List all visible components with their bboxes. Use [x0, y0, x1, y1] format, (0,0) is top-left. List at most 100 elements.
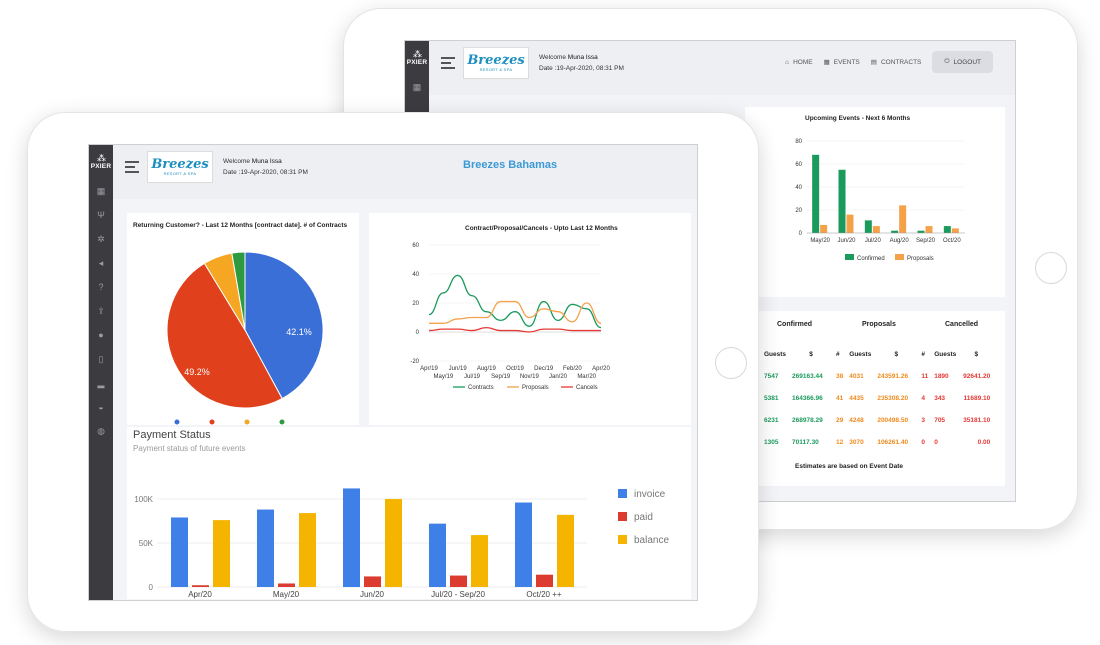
brand-icon: ⁂	[97, 153, 106, 163]
power-icon: ⏻	[944, 58, 950, 65]
nav-home[interactable]: ⌂ HOME	[785, 58, 813, 66]
user-name: Muna Issa	[251, 158, 282, 165]
calendar-icon[interactable]: ▦	[96, 185, 106, 196]
user-icon[interactable]: ●	[98, 330, 104, 340]
upload-icon[interactable]: ⇪	[97, 305, 105, 316]
signal-icon[interactable]: ▂	[97, 377, 105, 388]
x-tick-label: May/19	[433, 374, 453, 380]
y-tick-label: 0	[149, 583, 154, 592]
bar	[899, 205, 907, 233]
x-tick-label: Apr/19	[420, 366, 438, 372]
bar	[872, 226, 880, 233]
x-tick-label: Feb/20	[563, 366, 582, 372]
logo-text: Breezes	[467, 53, 525, 68]
bar	[917, 230, 925, 233]
nav-events[interactable]: ▦ EVENTS	[823, 58, 860, 67]
hamburger-menu-icon[interactable]	[125, 161, 139, 176]
hamburger-menu-icon[interactable]	[441, 57, 455, 72]
x-tick-label: Aug/19	[477, 366, 497, 372]
payment-title: Payment Status	[133, 429, 211, 441]
x-tick-label: Aug/20	[890, 238, 910, 244]
bar	[812, 154, 820, 233]
bar	[343, 488, 360, 587]
logo-text: Breezes	[151, 157, 209, 172]
y-tick-label: 20	[795, 208, 802, 214]
table-row[interactable]: 5381 164366.96 41 4435 235308.20 4 343 1…	[764, 394, 991, 402]
front-tablet-home-button[interactable]	[715, 347, 747, 379]
megaphone-icon[interactable]: ◂	[98, 257, 104, 268]
payment-subtitle: Payment status of future events	[133, 444, 246, 453]
x-tick-label: Jul/20 - Sep/20	[431, 590, 485, 599]
bar	[925, 226, 933, 233]
y-tick-label: -20	[410, 359, 419, 365]
y-tick-label: 40	[412, 272, 419, 278]
x-tick-label: Mar/20	[577, 374, 596, 380]
legend-label: paid	[634, 512, 653, 523]
legend-swatch	[618, 535, 627, 544]
brand-name: PXIER	[90, 163, 112, 170]
logout-button[interactable]: ⏻ LOGOUT	[932, 51, 993, 73]
bar	[864, 220, 872, 233]
legend-swatch	[618, 512, 627, 521]
table-row[interactable]: 1305 70117.30 12 3070 106261.40 0 0 0.00	[764, 438, 991, 446]
calendar-icon[interactable]: ▦	[412, 81, 422, 92]
legend-label: balance	[634, 535, 669, 546]
bar	[846, 214, 854, 233]
y-tick-label: 40	[795, 185, 802, 191]
x-tick-label: Sep/20	[916, 238, 936, 244]
group-header-confirmed: Confirmed	[777, 321, 812, 328]
legend-label: Contracts	[468, 385, 494, 391]
pie-slice	[244, 251, 324, 400]
legend-dot	[279, 419, 285, 425]
bar	[171, 517, 188, 587]
dashboard-icon[interactable]: ◒	[98, 402, 104, 412]
welcome-prefix: Welcome	[539, 54, 566, 61]
legend-dot	[244, 419, 250, 425]
globe-icon[interactable]: ◍	[97, 425, 105, 436]
brand-logo[interactable]: ⁂ PXIER	[405, 41, 429, 75]
x-tick-label: Jul/20	[865, 238, 882, 244]
upcoming-events-panel: Upcoming Events - Next 6 Months 0 20 40 60 8…	[745, 107, 1005, 297]
legend-label: Proposals	[522, 385, 549, 391]
welcome-block: Welcome Muna Issa Date :19-Apr-2020, 08:…	[223, 156, 308, 178]
payment-status-chart: 0 50K 100K Apr/20 May/20 Jun/20 Jul/20 - Sep/2…	[134, 488, 669, 599]
home-icon: ⌂	[785, 58, 790, 66]
x-tick-label: Apr/20	[188, 590, 212, 599]
y-tick-label: 100K	[134, 495, 153, 504]
bar	[364, 576, 381, 587]
bar	[213, 520, 230, 587]
help-icon[interactable]: ?	[98, 282, 104, 292]
legend-label: invoice	[634, 489, 666, 500]
bar	[951, 228, 959, 233]
brand-logo[interactable]: ⁂ PXIER	[89, 145, 113, 179]
file-icon[interactable]: ▯	[98, 353, 104, 364]
legend-label: Cancels	[576, 385, 598, 391]
x-tick-label: Nov/19	[520, 374, 540, 380]
x-tick-label: Oct/19	[506, 366, 524, 372]
breezes-logo: Breezes RESORT & SPA	[463, 47, 529, 79]
cutlery-icon[interactable]: Ψ	[97, 210, 105, 220]
pie-label-42: 42.1%	[286, 327, 312, 337]
returning-customer-panel: Returning Customer? - Last 12 Months [co…	[127, 213, 359, 425]
legend-swatch	[895, 254, 904, 260]
table-row[interactable]: 7547 269163.44 38 4031 243591.26 11 1890…	[764, 372, 991, 380]
series-line	[428, 326, 601, 333]
logo-sub: RESORT & SPA	[163, 171, 197, 176]
document-icon: ▤	[870, 59, 877, 66]
back-topbar: Breezes RESORT & SPA Welcome Muna Issa D…	[429, 41, 1015, 95]
group-header-cancelled: Cancelled	[945, 321, 979, 328]
bar	[943, 226, 951, 233]
cogs-icon[interactable]: ✲	[97, 233, 105, 244]
back-tablet-home-button[interactable]	[1035, 252, 1067, 284]
pie-chart-title: Returning Customer? - Last 12 Months [co…	[133, 222, 348, 229]
legend-swatch	[845, 254, 854, 260]
y-tick-label: 60	[795, 162, 802, 168]
bar	[429, 523, 446, 587]
table-row[interactable]: 6231 268978.29 29 4248 200498.50 3 705 3…	[764, 416, 991, 424]
x-tick-label: Oct/20	[943, 238, 961, 244]
nav-contracts[interactable]: ▤ CONTRACTS	[870, 58, 922, 67]
bar	[450, 575, 467, 587]
series-line	[428, 274, 602, 329]
y-tick-label: 0	[799, 231, 803, 237]
